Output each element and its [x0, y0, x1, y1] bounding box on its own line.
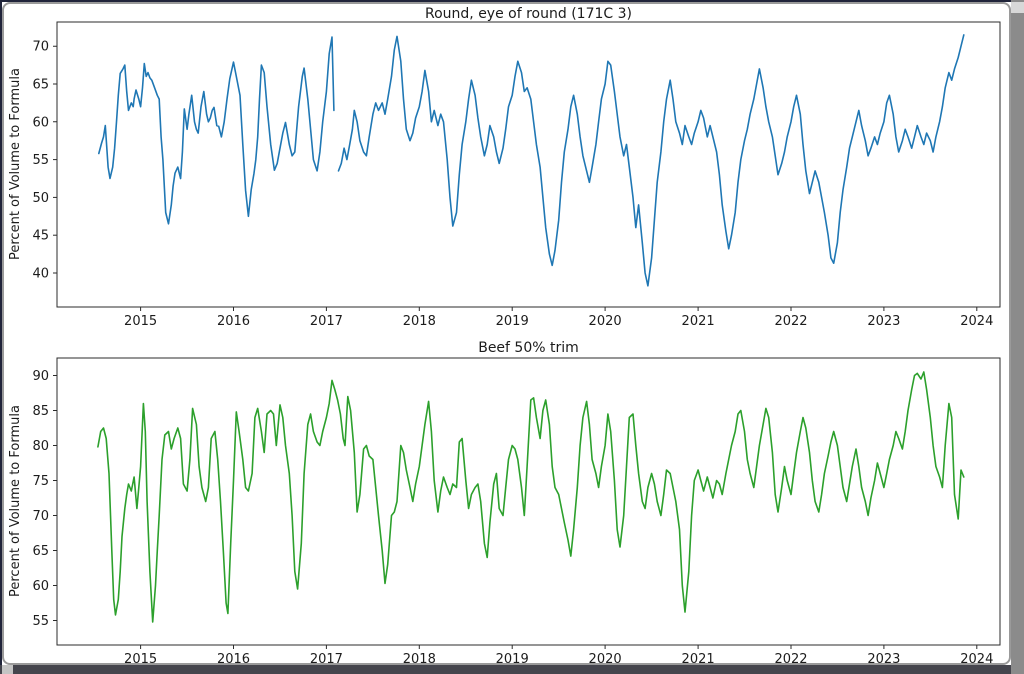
figure-window: Round, eye of round (171C 3) Percent of … — [2, 2, 1011, 665]
x-tick-label: 2017 — [310, 652, 343, 665]
y-tick-label: 65 — [32, 78, 49, 93]
x-tick-label: 2021 — [682, 314, 715, 329]
chart-title: Beef 50% trim — [478, 340, 579, 356]
x-tick-label: 2015 — [124, 314, 157, 329]
y-tick-label: 55 — [32, 614, 49, 629]
y-tick-label: 70 — [32, 40, 49, 55]
x-tick-label: 2022 — [774, 652, 807, 665]
x-tick-label: 2016 — [217, 314, 250, 329]
x-tick-label: 2024 — [960, 652, 993, 665]
x-tick-label: 2023 — [867, 314, 900, 329]
window-frame-left — [0, 0, 2, 674]
y-tick-label: 85 — [32, 404, 49, 419]
y-tick-label: 60 — [32, 115, 49, 130]
x-tick-label: 2017 — [310, 314, 343, 329]
x-tick-label: 2018 — [403, 314, 436, 329]
x-tick-label: 2020 — [589, 314, 622, 329]
y-tick-label: 50 — [32, 191, 49, 206]
y-tick-label: 40 — [32, 267, 49, 282]
chart-panel-beef-50-trim: Beef 50% trim Percent of Volume to Formu… — [4, 338, 1009, 663]
x-tick-label: 2023 — [867, 652, 900, 665]
x-tick-label: 2020 — [589, 652, 622, 665]
plot-area-top: 2015 2016 2017 2018 2019 2020 2021 2022 2023 2024… — [32, 21, 1001, 329]
x-tick-label: 2019 — [496, 314, 529, 329]
x-tick-label: 2016 — [217, 652, 250, 665]
x-tick-label: 2015 — [124, 652, 157, 665]
axes-frame — [56, 357, 1001, 646]
frame-corner-notch-bottom-left — [2, 665, 13, 674]
window-frame-bottom — [0, 665, 1011, 674]
y-tick-label: 70 — [32, 509, 49, 524]
x-tick-label: 2021 — [682, 652, 715, 665]
x-tick-label: 2022 — [774, 314, 807, 329]
y-tick-label: 45 — [32, 229, 49, 244]
x-tick-label: 2019 — [496, 652, 529, 665]
window-frame-right — [1011, 0, 1024, 674]
y-tick-label: 60 — [32, 579, 49, 594]
frame-corner-notch-top-right — [1011, 2, 1024, 13]
y-tick-label: 65 — [32, 544, 49, 559]
window-frame-top — [0, 0, 1024, 2]
chart-panel-round-eye-of-round: Round, eye of round (171C 3) Percent of … — [4, 4, 1009, 338]
y-tick-label: 90 — [32, 369, 49, 384]
series-line — [337, 34, 965, 287]
y-tick-label: 55 — [32, 153, 49, 168]
axes-frame — [56, 21, 1001, 308]
plot-area-bottom: 2015 2016 2017 2018 2019 2020 2021 2022 2023 2024… — [32, 357, 1001, 665]
y-tick-label: 75 — [32, 474, 49, 489]
x-tick-label: 2024 — [960, 314, 993, 329]
y-tick-label: 80 — [32, 439, 49, 454]
x-tick-label: 2018 — [403, 652, 436, 665]
series-line — [97, 371, 965, 623]
series-line — [98, 36, 335, 225]
chart-title: Round, eye of round (171C 3) — [425, 6, 632, 22]
